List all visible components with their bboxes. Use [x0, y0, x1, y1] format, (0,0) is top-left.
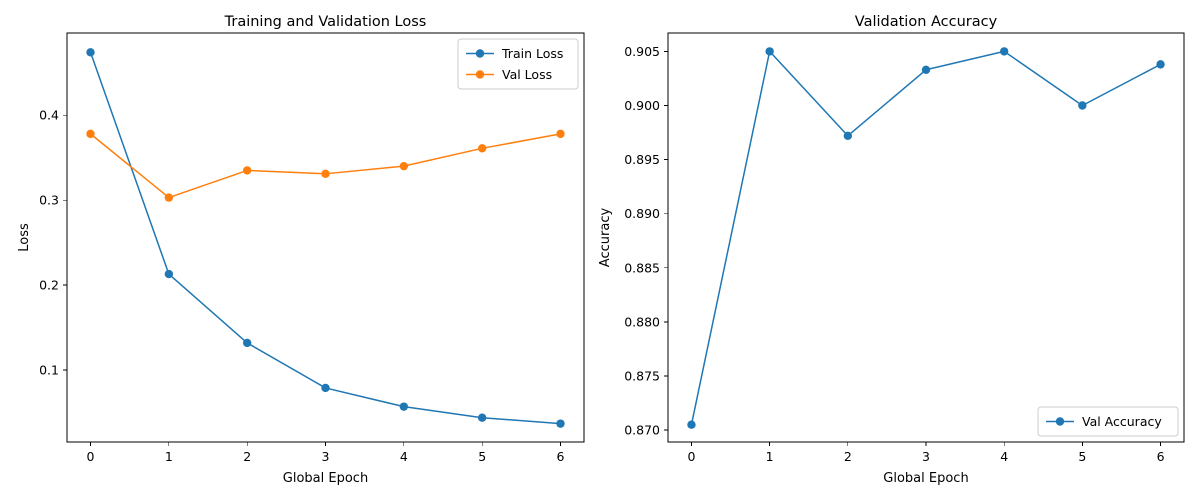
chart-panel-1: 0 1 2 3 4 5 6 0.1 0.2 0.3 0.4 Training and Validati…: [17, 14, 585, 486]
x-tick-label: 4: [1000, 449, 1008, 464]
data-point: [765, 47, 774, 56]
legend-box: [1037, 406, 1179, 437]
data-point: [164, 269, 174, 279]
legend-item: Train Loss: [466, 46, 563, 61]
x-tick-label: 6: [1157, 449, 1165, 464]
y-axis-label: Loss: [17, 223, 32, 252]
data-point: [921, 65, 931, 74]
y-tick-label: 0.870: [624, 423, 660, 438]
x-tick-label: 6: [557, 449, 565, 464]
x-tick-label: 5: [1078, 449, 1086, 464]
y-tick-label: 0.885: [624, 260, 660, 275]
data-point: [399, 161, 409, 171]
series-line-2: [90, 133, 561, 199]
data-point: [242, 166, 252, 175]
y-tick-label: 0.875: [624, 368, 660, 383]
y-tick-label: 0.4: [39, 108, 59, 123]
y-tick-label: 0.3: [39, 193, 59, 208]
series-line-1: [690, 50, 1161, 425]
y-tick-label: 0.1: [39, 363, 59, 378]
plot-frame: [66, 32, 585, 443]
data-point: [164, 193, 174, 202]
data-point: [556, 419, 565, 428]
y-axis-label: Accuracy: [598, 208, 613, 268]
data-point: [242, 338, 252, 348]
x-tick-label: 2: [844, 449, 852, 464]
x-tick-label: 1: [766, 449, 774, 464]
data-point: [1078, 101, 1087, 110]
y-tick-label: 0.880: [624, 314, 660, 329]
data-point: [399, 402, 409, 411]
legend-label: Train Loss: [501, 46, 563, 61]
x-axis-label: Global Epoch: [883, 471, 968, 486]
legend-box: [457, 38, 579, 90]
data-point: [321, 169, 330, 179]
data-point: [86, 48, 95, 57]
data-point: [86, 129, 95, 139]
y-tick-label: 0.2: [39, 278, 59, 293]
x-tick-label: 0: [87, 449, 95, 464]
x-tick-label: 3: [922, 449, 930, 464]
legend-swatch-marker: [475, 70, 485, 79]
data-point: [687, 420, 696, 429]
data-point: [999, 47, 1009, 56]
legend-swatch-marker: [475, 49, 485, 58]
legend: Val Accuracy: [1037, 406, 1179, 437]
data-point: [477, 144, 487, 153]
plot-frame: [667, 32, 1185, 443]
data-point: [477, 413, 487, 422]
data-point: [321, 383, 330, 393]
chart-title: Validation Accuracy: [855, 14, 998, 30]
series-line-1: [89, 52, 561, 425]
chart-title: Training and Validation Loss: [224, 14, 427, 30]
y-tick-label: 0.895: [624, 152, 660, 167]
y-tick-label: 0.905: [624, 44, 660, 59]
data-point: [556, 129, 565, 139]
data-point: [1156, 60, 1165, 69]
x-tick-label: 2: [243, 449, 251, 464]
x-tick-label: 3: [322, 449, 330, 464]
x-tick-label: 4: [400, 449, 408, 464]
y-tick-label: 0.900: [624, 98, 660, 113]
x-tick-label: 1: [165, 449, 173, 464]
chart-panel-2: 0 1 2 3 4 5 6 0.870 0.875 0.880 0.885 0.890 0.895 0.9…: [598, 14, 1185, 486]
legend: Train Loss Val Loss: [457, 38, 579, 90]
legend-item: Val Accuracy: [1046, 414, 1162, 429]
y-tick-label: 0.890: [624, 206, 660, 221]
legend-label: Val Loss: [502, 67, 552, 82]
data-point: [843, 131, 853, 140]
legend-label: Val Accuracy: [1082, 414, 1162, 429]
x-tick-label: 5: [478, 449, 486, 464]
x-tick-label: 0: [687, 449, 695, 464]
x-axis-label: Global Epoch: [283, 471, 368, 486]
legend-item: Val Loss: [466, 67, 552, 82]
legend-swatch-marker: [1055, 417, 1065, 426]
